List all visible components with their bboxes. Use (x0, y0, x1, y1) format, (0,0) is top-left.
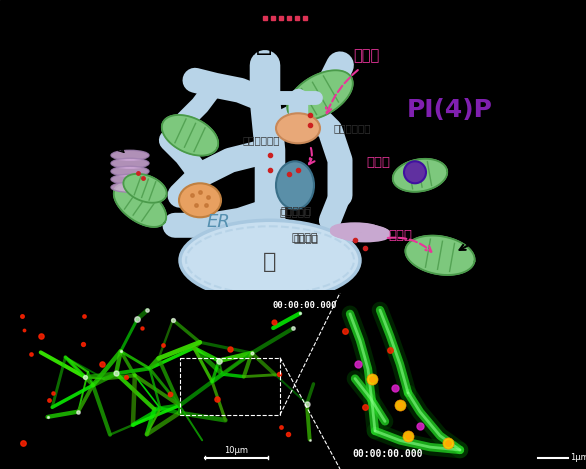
Circle shape (404, 161, 426, 183)
Text: 1μm: 1μm (570, 453, 586, 462)
Text: エンドソーム: エンドソーム (334, 123, 372, 133)
Text: 00:00:00.000: 00:00:00.000 (352, 449, 423, 460)
Ellipse shape (111, 166, 149, 176)
Ellipse shape (335, 228, 384, 235)
Text: 代謝物: 代謝物 (353, 48, 379, 63)
Text: 代謝物: 代謝物 (366, 156, 390, 169)
Text: リソソーム: リソソーム (280, 207, 311, 217)
Polygon shape (162, 115, 218, 156)
Polygon shape (114, 184, 166, 227)
Ellipse shape (335, 226, 376, 233)
Polygon shape (287, 70, 353, 120)
Ellipse shape (179, 183, 221, 217)
Ellipse shape (337, 229, 386, 236)
Text: 代謝物: 代謝物 (388, 229, 412, 242)
Text: PI(4)P: PI(4)P (407, 98, 493, 122)
Ellipse shape (111, 182, 149, 192)
Polygon shape (8, 295, 578, 469)
Polygon shape (406, 235, 475, 275)
Text: エンドソーム: エンドソーム (243, 135, 280, 145)
Ellipse shape (276, 161, 314, 209)
Text: ゴルジ体: ゴルジ体 (291, 233, 318, 243)
Text: 融合: 融合 (492, 231, 513, 250)
Bar (0, 293, 342, 469)
Text: 分裂: 分裂 (492, 139, 513, 157)
Text: 00:00:00.000: 00:00:00.000 (272, 301, 337, 310)
Text: リソソーム: リソソーム (280, 205, 312, 215)
Text: 核: 核 (263, 252, 277, 272)
Ellipse shape (335, 227, 380, 234)
Ellipse shape (180, 220, 360, 300)
Polygon shape (124, 174, 166, 203)
Ellipse shape (111, 174, 149, 184)
Text: ゴルジ体: ゴルジ体 (293, 233, 318, 243)
Ellipse shape (341, 230, 386, 237)
Ellipse shape (111, 150, 149, 160)
Ellipse shape (276, 113, 320, 144)
Polygon shape (393, 159, 447, 192)
Text: ミトコンドリア: ミトコンドリア (157, 28, 273, 56)
Bar (345, 293, 586, 469)
Text: ER: ER (206, 213, 230, 231)
Ellipse shape (111, 158, 149, 168)
Text: オルガネラ間接触: オルガネラ間接触 (72, 104, 128, 117)
Ellipse shape (345, 232, 386, 238)
Text: 10μm: 10μm (224, 446, 248, 455)
